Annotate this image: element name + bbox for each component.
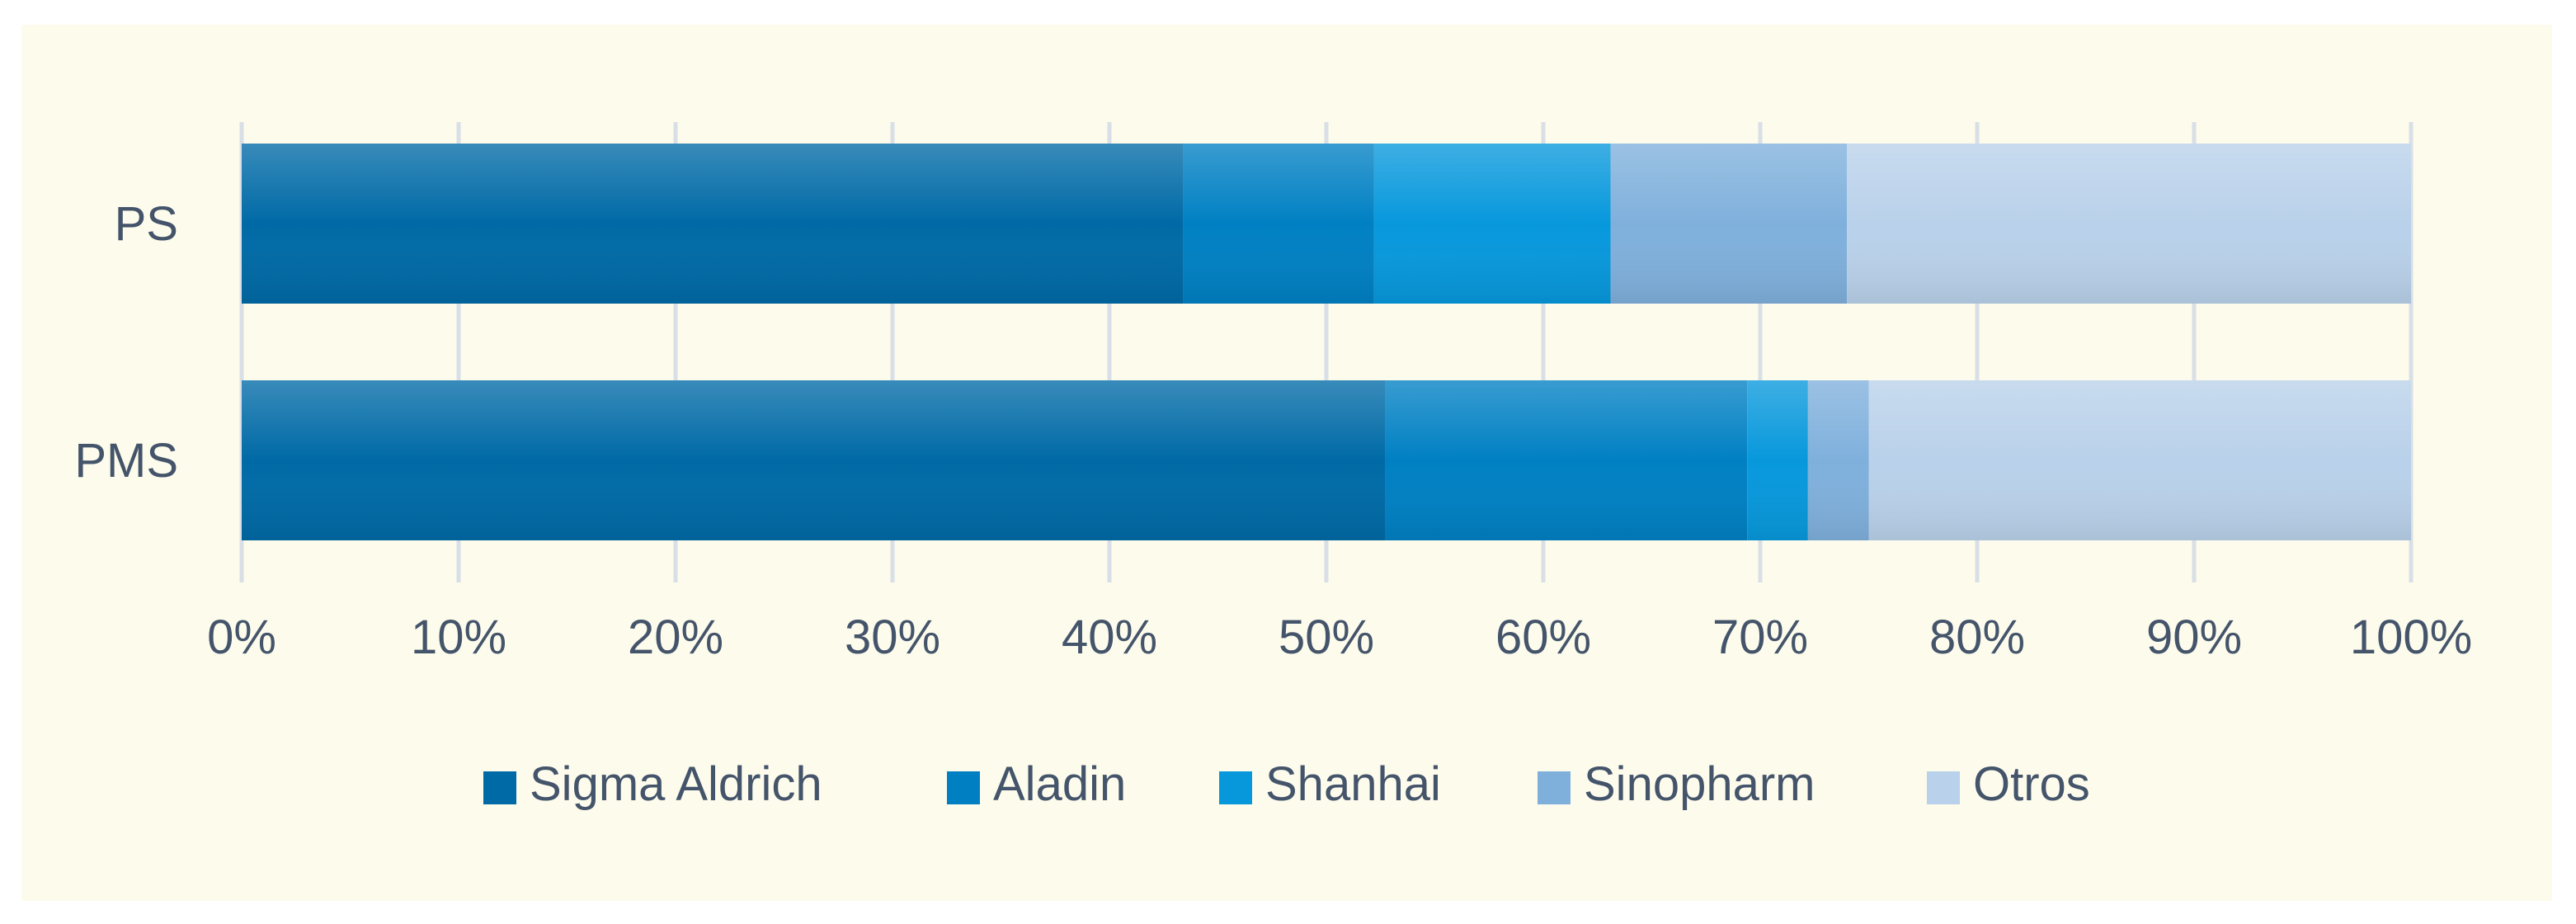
legend-label: Sinopharm (1584, 757, 1815, 811)
legend-swatch (1219, 771, 1252, 804)
legend-label: Sigma Aldrich (530, 757, 822, 811)
legend-swatch (1927, 771, 1960, 804)
x-tick-label: 40% (1062, 610, 1157, 664)
category-label: PS (115, 197, 178, 251)
legend-swatch (947, 771, 980, 804)
x-tick-label: 50% (1279, 610, 1374, 664)
bar-segment-shanhai-pms (1747, 380, 1808, 540)
legend-label: Shanhai (1265, 757, 1441, 811)
legend-swatch (483, 771, 516, 804)
bar-segment-shanhai-ps (1373, 144, 1611, 304)
x-tick-label: 70% (1712, 610, 1808, 664)
bar-segment-sigma-aldrich-ps (242, 144, 1184, 304)
x-tick-label: 0% (207, 610, 276, 664)
legend: Sigma Aldrich Aladin Shanhai Sinopharm Otros (483, 757, 2090, 811)
bar-segment-sinopharm-ps (1610, 144, 1848, 304)
legend-label: Aladin (993, 757, 1126, 811)
x-tick-label: 90% (2146, 610, 2242, 664)
legend-label: Otros (1973, 757, 2090, 811)
x-tick-label: 10% (411, 610, 506, 664)
chart-panel: PS PMS 0% 10% 20% 30% 40% 50% 60% 70% 80% 90% 100% … (21, 25, 2552, 901)
bar-segment-aladin-ps (1183, 144, 1374, 304)
legend-swatch (1538, 771, 1571, 804)
bar-segment-otros-ps (1847, 144, 2411, 304)
x-axis-tick-labels: 0% 10% 20% 30% 40% 50% 60% 70% 80% 90% 100% (207, 610, 2472, 664)
category-labels: PS PMS (74, 197, 178, 488)
bar-segment-sigma-aldrich-pms (242, 380, 1386, 540)
bar-segment-aladin-pms (1385, 380, 1748, 540)
x-tick-label: 30% (845, 610, 940, 664)
x-tick-label: 80% (1929, 610, 2025, 664)
x-tick-label: 20% (628, 610, 723, 664)
category-label: PMS (74, 434, 178, 488)
bar-segment-otros-pms (1868, 380, 2411, 540)
x-tick-label: 60% (1495, 610, 1591, 664)
x-tick-label: 100% (2350, 610, 2472, 664)
bar-segment-sinopharm-pms (1807, 380, 1869, 540)
